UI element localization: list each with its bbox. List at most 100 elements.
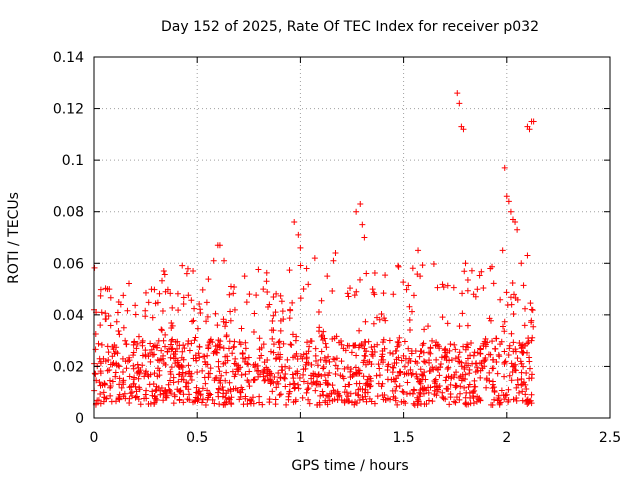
data-point <box>190 317 197 324</box>
data-point <box>134 361 141 368</box>
data-point <box>529 307 536 314</box>
data-point <box>186 391 193 398</box>
data-point <box>523 386 530 393</box>
data-point <box>167 290 174 297</box>
data-point <box>228 400 235 407</box>
data-point <box>505 397 512 404</box>
data-point <box>292 398 299 405</box>
data-point <box>348 349 355 356</box>
data-point <box>263 269 270 276</box>
data-point <box>443 353 450 360</box>
x-tick-label: 1.5 <box>392 430 414 446</box>
data-point <box>184 265 191 272</box>
data-point <box>216 343 223 350</box>
data-point <box>102 310 109 317</box>
data-point <box>502 358 509 365</box>
data-point <box>205 344 212 351</box>
data-point <box>491 396 498 403</box>
data-point <box>267 380 274 387</box>
data-point <box>185 292 192 299</box>
data-point <box>109 378 116 385</box>
data-point <box>380 356 387 363</box>
data-point <box>204 313 211 320</box>
data-point <box>123 365 130 372</box>
data-point <box>499 247 506 254</box>
data-point <box>124 307 131 314</box>
data-point <box>205 370 212 377</box>
data-point <box>272 396 279 403</box>
data-point <box>369 286 376 293</box>
data-point <box>514 355 521 362</box>
data-point <box>158 327 165 334</box>
data-point <box>312 352 319 359</box>
data-point <box>297 244 304 251</box>
data-point <box>501 328 508 335</box>
data-point <box>106 377 113 384</box>
data-point <box>320 328 327 335</box>
data-point <box>378 310 385 317</box>
data-point <box>340 345 347 352</box>
data-point <box>166 345 173 352</box>
data-point <box>434 284 441 291</box>
data-point <box>195 350 202 357</box>
data-point <box>188 297 195 304</box>
data-point <box>457 390 464 397</box>
data-point <box>347 368 354 375</box>
data-point <box>96 379 103 386</box>
data-point <box>398 357 405 364</box>
data-point <box>393 347 400 354</box>
data-point <box>468 339 475 346</box>
data-point <box>420 358 427 365</box>
data-point <box>382 396 389 403</box>
data-point <box>348 366 355 373</box>
data-point <box>230 290 237 297</box>
data-point <box>265 376 272 383</box>
data-point <box>203 299 210 306</box>
data-point <box>416 353 423 360</box>
data-point <box>323 392 330 399</box>
data-point <box>179 369 186 376</box>
data-point <box>261 377 268 384</box>
data-point <box>295 381 302 388</box>
data-point <box>340 375 347 382</box>
data-point <box>150 380 157 387</box>
data-point <box>461 364 468 371</box>
data-point <box>105 357 112 364</box>
data-point <box>251 376 258 383</box>
data-point <box>113 318 120 325</box>
data-point <box>212 310 219 317</box>
data-point <box>400 352 407 359</box>
data-point <box>185 370 192 377</box>
data-point <box>323 344 330 351</box>
data-point <box>344 364 351 371</box>
data-point <box>400 398 407 405</box>
data-point <box>342 383 349 390</box>
data-point <box>224 357 231 364</box>
data-point <box>392 397 399 404</box>
data-point <box>505 351 512 358</box>
data-point <box>260 286 267 293</box>
data-point <box>478 268 485 275</box>
data-point <box>390 364 397 371</box>
data-point <box>314 378 321 385</box>
data-point <box>378 383 385 390</box>
data-point <box>162 393 169 400</box>
data-point <box>264 356 271 363</box>
data-point <box>167 390 174 397</box>
data-point <box>510 291 517 298</box>
data-point <box>501 373 508 380</box>
data-point <box>521 322 528 329</box>
data-point <box>467 352 474 359</box>
data-point <box>505 198 512 205</box>
data-point <box>179 262 186 269</box>
data-point <box>220 390 227 397</box>
data-point <box>451 398 458 405</box>
data-point <box>109 353 116 360</box>
data-point <box>391 360 398 367</box>
data-point <box>260 341 267 348</box>
data-point <box>440 284 447 291</box>
data-point <box>120 324 127 331</box>
data-point <box>403 391 410 398</box>
data-point <box>231 373 238 380</box>
data-point <box>510 396 517 403</box>
